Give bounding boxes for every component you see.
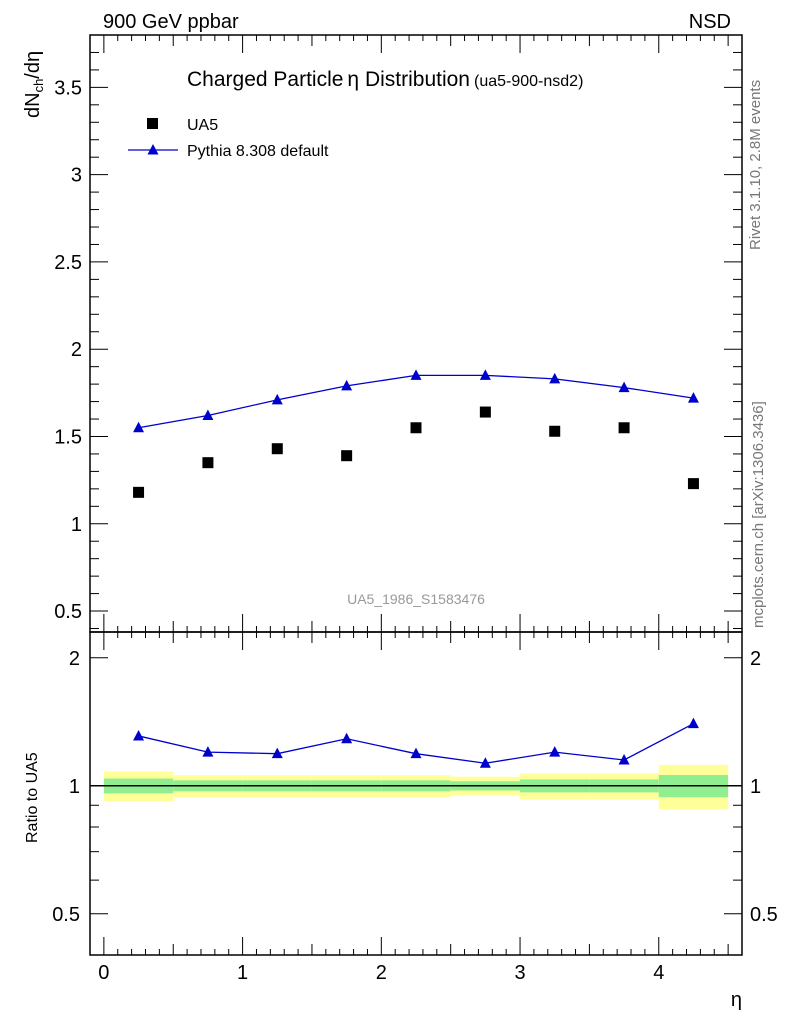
main-series <box>133 369 699 498</box>
legend-mc-marker <box>147 144 159 155</box>
main-y-tick-label: 3 <box>71 165 82 187</box>
main-y-tick-label: 2 <box>71 339 82 361</box>
mc-line <box>138 374 694 429</box>
data-point <box>410 422 422 434</box>
header-process: NSD <box>689 11 731 33</box>
main-y-tick-label: 1 <box>71 514 82 536</box>
ratio-point <box>341 732 353 744</box>
ratio-point <box>410 747 422 759</box>
mc-point <box>687 392 699 403</box>
ratio-frame <box>89 631 743 956</box>
ratio-point <box>618 753 630 765</box>
ratio-y-tick-label-right: 0.5 <box>750 904 778 926</box>
mc-point <box>410 369 422 380</box>
x-tick-label: 3 <box>514 962 525 984</box>
main-y-tick-label: 3.5 <box>54 77 82 99</box>
ratio-y-tick-label-right: 2 <box>750 648 761 670</box>
x-tick-label: 2 <box>376 962 387 984</box>
analysis-watermark: UA5_1986_S1583476 <box>347 591 485 607</box>
x-tick-label: 4 <box>653 962 664 984</box>
data-point <box>341 450 353 462</box>
mc-point <box>133 421 145 433</box>
mc-point <box>479 369 491 380</box>
ratio-point <box>133 729 145 741</box>
ratio-y-tick-label: 1 <box>69 776 80 798</box>
legend-data-marker <box>147 118 158 129</box>
ratio-y-tick-label-right: 1 <box>750 776 761 798</box>
data-point <box>479 406 491 418</box>
main-axes: 0.5 1 1.5 2 2.5 3 3.5 <box>54 34 743 633</box>
data-point <box>271 443 283 455</box>
ratio-point <box>202 746 214 757</box>
data-point <box>687 478 699 490</box>
mc-point <box>618 381 630 393</box>
ratio-point <box>549 746 561 757</box>
data-point <box>618 422 630 434</box>
ratio-point <box>687 717 699 729</box>
mcplots-label: mcplots.cern.ch [arXiv:1306.3436] <box>750 401 767 628</box>
rivet-label: Rivet 3.1.10, 2.8M events <box>747 80 764 250</box>
mc-point <box>341 379 353 391</box>
mc-point <box>271 393 283 405</box>
ratio-point <box>271 747 283 759</box>
ratio-series <box>133 717 699 768</box>
ratio-ylabel: Ratio to UA5 <box>24 752 41 843</box>
ratio-axes: 0.5 0.5 1 1 2 2 0 1 2 3 4 <box>52 631 778 984</box>
main-y-tick-label: 1.5 <box>54 426 82 448</box>
x-tick-label: 0 <box>98 962 109 984</box>
main-y-tick-label: 0.5 <box>54 601 82 623</box>
main-ylabel: dNch/dη <box>22 51 46 118</box>
data-point <box>202 457 214 469</box>
data-point <box>549 425 561 437</box>
ratio-point <box>479 757 491 768</box>
ratio-uncertainty-bands <box>90 764 742 810</box>
ratio-y-tick-label: 2 <box>69 648 80 670</box>
ratio-y-tick-label: 0.5 <box>52 904 80 926</box>
main-y-tick-label: 2.5 <box>54 252 82 274</box>
x-axis-label: η <box>731 989 742 1011</box>
mc-point <box>549 372 561 384</box>
plot-title: Charged Particle η Distribution (ua5-900-n… <box>187 68 583 91</box>
header-energy: 900 GeV ppbar <box>103 11 239 33</box>
data-point <box>133 486 145 498</box>
x-tick-label: 1 <box>237 962 248 984</box>
legend-mc-label: Pythia 8.308 default <box>187 143 329 160</box>
legend-data-label: UA5 <box>187 117 218 134</box>
legend: UA5 Pythia 8.308 default <box>128 117 329 160</box>
mc-point <box>202 409 214 421</box>
